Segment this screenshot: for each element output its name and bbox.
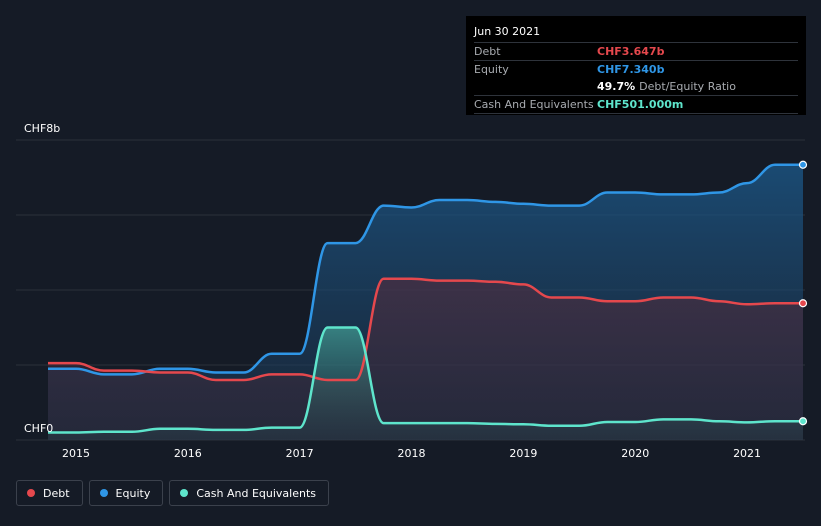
legend-item-cash-and-equivalents[interactable]: Cash And Equivalents — [169, 480, 329, 506]
legend-item-equity[interactable]: Equity — [88, 480, 164, 506]
tooltip-row-debt: Debt CHF3.647b — [474, 42, 798, 60]
legend-label: Equity — [115, 486, 151, 500]
cash-end-point — [798, 417, 808, 426]
tooltip-cash-label: Cash And Equivalents — [474, 98, 594, 111]
legend-dot-icon — [99, 489, 108, 497]
legend: Debt Equity Cash And Equivalents — [16, 480, 329, 506]
x-tick-label: 2016 — [174, 447, 202, 460]
y-axis-top-label: CHF8b — [24, 122, 60, 135]
tooltip-ratio-label: Debt/Equity Ratio — [639, 80, 736, 93]
tooltip-equity-value: CHF7.340b — [597, 63, 665, 76]
series-areas — [48, 164, 803, 441]
legend-dot-icon — [27, 489, 35, 497]
x-tick-label: 2017 — [286, 447, 314, 460]
tooltip-cash-value: CHF501.000m — [597, 98, 684, 111]
legend-label: Cash And Equivalents — [196, 486, 316, 500]
tooltip-equity-label: Equity — [474, 63, 509, 76]
tooltip-panel: Jun 30 2021 Debt CHF3.647b Equity CHF7.3… — [466, 16, 806, 115]
series-lines — [47, 163, 803, 434]
tooltip-ratio-value: 49.7% — [597, 80, 636, 93]
x-tick-label: 2019 — [509, 447, 537, 460]
tooltip-row-cash: Cash And Equivalents CHF501.000m — [474, 95, 798, 114]
x-tick-label: 2018 — [398, 447, 426, 460]
x-tick-label: 2021 — [733, 447, 761, 460]
x-tick-label: 2020 — [621, 447, 649, 460]
tooltip-debt-value: CHF3.647b — [597, 45, 665, 58]
x-axis-ticks: 2015 2016 2017 2018 2019 2020 2021 — [62, 447, 761, 460]
debt-line — [48, 277, 803, 382]
equity-end-point — [798, 160, 808, 169]
tooltip-row-equity: Equity CHF7.340b — [474, 60, 798, 78]
equity-line — [47, 163, 803, 376]
tooltip-row-ratio: 49.7% Debt/Equity Ratio — [474, 78, 798, 95]
tooltip-debt-label: Debt — [474, 45, 501, 58]
debt-end-point — [798, 299, 808, 308]
cash-line — [47, 326, 803, 434]
cash-area — [48, 327, 803, 440]
legend-dot-icon — [180, 489, 189, 497]
debt-area — [48, 278, 803, 440]
y-axis-bottom-label: CHF0 — [24, 422, 53, 435]
legend-label: Debt — [43, 486, 70, 500]
end-markers — [798, 160, 808, 426]
legend-item-debt[interactable]: Debt — [16, 480, 83, 506]
x-tick-label: 2015 — [62, 447, 90, 460]
tooltip-date: Jun 30 2021 — [474, 25, 541, 38]
